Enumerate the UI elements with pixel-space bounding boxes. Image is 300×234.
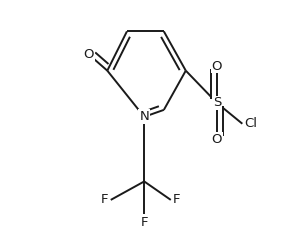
Text: Cl: Cl (244, 117, 258, 130)
Text: N: N (140, 110, 149, 123)
Text: O: O (212, 133, 222, 146)
Text: F: F (140, 216, 148, 229)
Text: F: F (173, 194, 181, 206)
Text: S: S (213, 96, 221, 110)
Text: O: O (84, 48, 94, 61)
Text: F: F (101, 194, 108, 206)
Text: O: O (212, 59, 222, 73)
